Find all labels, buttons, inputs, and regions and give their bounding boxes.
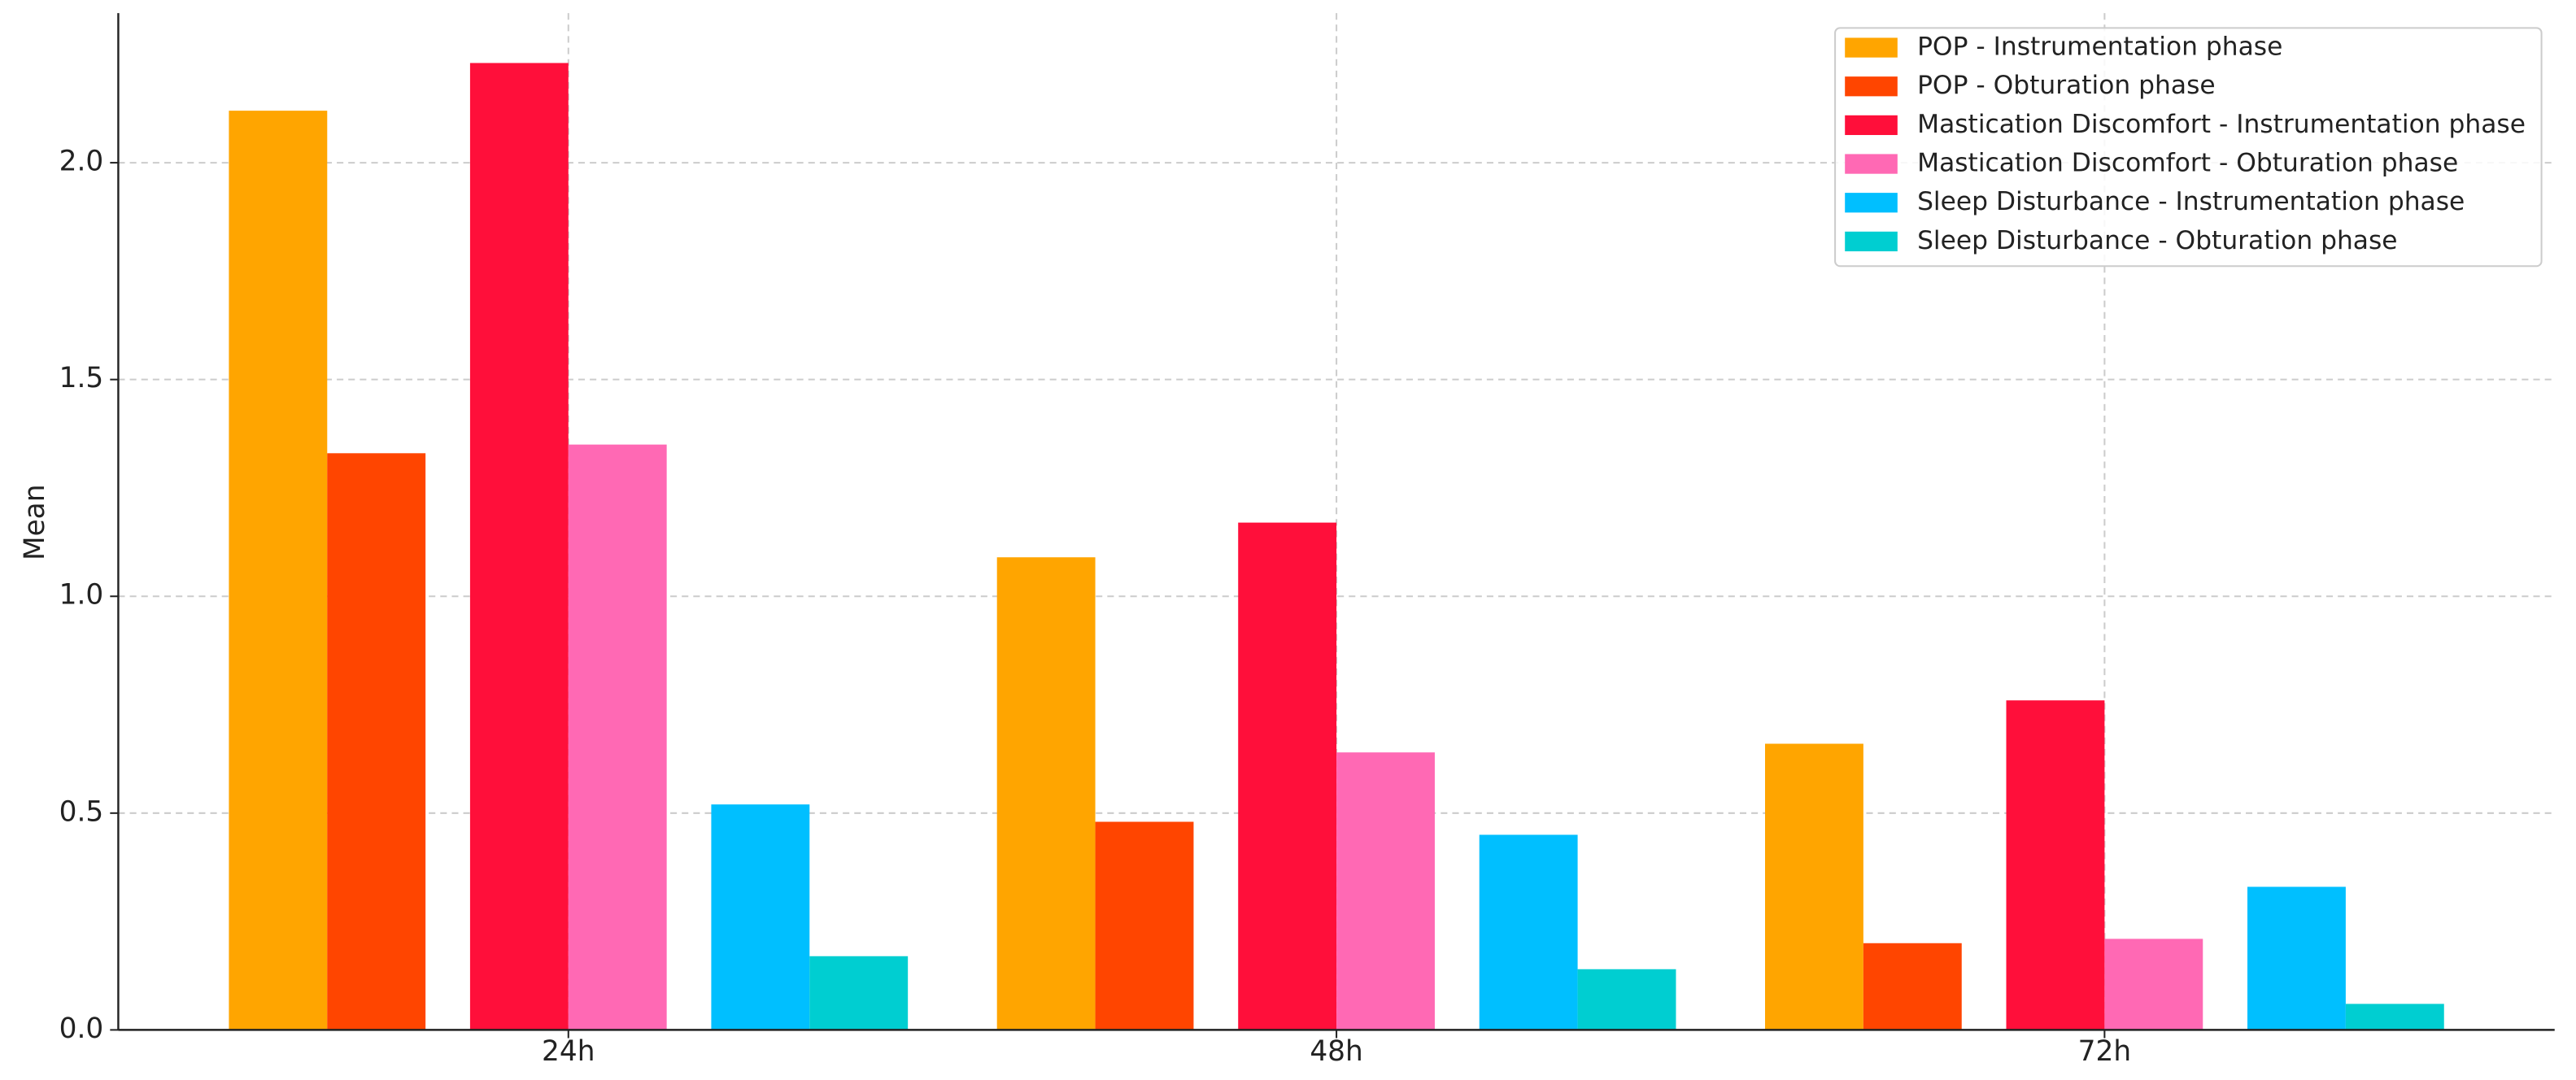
bar (568, 444, 667, 1030)
y-tick-label: 1.5 (59, 362, 104, 394)
legend-swatch (1845, 115, 1898, 136)
legend-swatch (1845, 193, 1898, 213)
bar (809, 956, 909, 1030)
bar (2345, 1004, 2444, 1030)
legend-label: POP - Instrumentation phase (1917, 33, 2282, 62)
bar (1765, 743, 1863, 1030)
bar (2247, 886, 2346, 1030)
y-tick-label: 0.0 (59, 1012, 104, 1045)
bar (1863, 943, 1962, 1030)
bar (2104, 938, 2203, 1030)
x-tick-label: 24h (542, 1035, 595, 1068)
y-axis-label: Mean (19, 485, 51, 561)
legend-swatch (1845, 76, 1898, 97)
legend-swatch (1845, 154, 1898, 174)
legend-label: Mastication Discomfort - Obturation phas… (1917, 149, 2458, 178)
bar (469, 63, 569, 1030)
bar (327, 453, 426, 1030)
bar (996, 557, 1096, 1030)
legend-swatch (1845, 37, 1898, 58)
bar (711, 804, 810, 1030)
bar (1577, 969, 1676, 1030)
y-tick-label: 0.5 (59, 795, 104, 828)
legend-label: POP - Obturation phase (1917, 71, 2216, 100)
legend-label: Mastication Discomfort - Instrumentation… (1917, 110, 2526, 139)
bar (2006, 700, 2105, 1030)
legend-label: Sleep Disturbance - Obturation phase (1917, 226, 2397, 255)
bar (1336, 752, 1435, 1030)
x-tick-label: 72h (2078, 1035, 2131, 1068)
bar (1238, 522, 1337, 1030)
y-tick-label: 1.0 (59, 579, 104, 612)
legend-label: Sleep Disturbance - Instrumentation phas… (1917, 187, 2465, 216)
legend-swatch (1845, 231, 1898, 252)
x-tick-label: 48h (1310, 1035, 1362, 1068)
bar (229, 111, 328, 1030)
legend-box (1834, 27, 2543, 268)
bar (1095, 821, 1194, 1030)
bar (1479, 834, 1578, 1030)
y-tick-label: 2.0 (59, 146, 104, 178)
